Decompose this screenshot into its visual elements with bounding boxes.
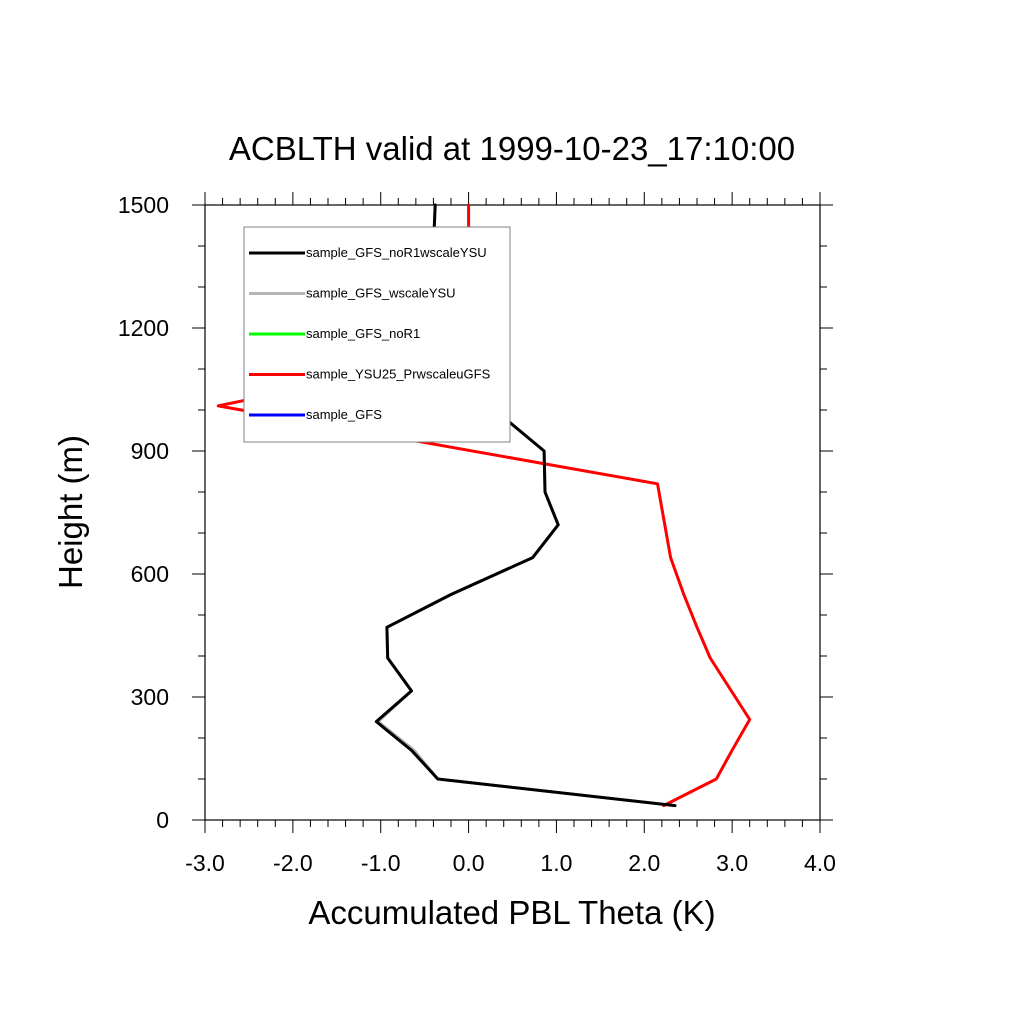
y-tick-label: 900 [131,438,169,464]
plot-border [204,204,821,821]
y-tick-label: 1200 [118,315,169,341]
legend-label: sample_YSU25_PrwscaleuGFS [306,367,491,382]
x-tick-label: 1.0 [540,850,572,876]
x-tick-label: 3.0 [716,850,748,876]
y-tick-label: 0 [156,807,169,833]
x-axis-label: Accumulated PBL Theta (K) [308,894,715,931]
x-tick-label: 2.0 [628,850,660,876]
x-tick-label: -2.0 [273,850,313,876]
x-tick-label: 0.0 [453,850,485,876]
y-tick-label: 300 [131,684,169,710]
x-tick-label: 4.0 [804,850,836,876]
axis-ticks: -3.0 -2.0 -1.0 0.0 1.0 2.0 3.0 4.0 0 300 600 900 120… [118,192,836,876]
legend-label: sample_GFS_noR1wscaleYSU [306,245,487,260]
legend: sample_GFS_noR1wscaleYSU sample_GFS_wscal… [243,226,511,443]
legend-label: sample_GFS_noR1 [306,326,420,341]
x-tick-label: -3.0 [185,850,225,876]
y-tick-label: 1500 [118,192,169,218]
y-axis-label: Height (m) [52,435,89,589]
legend-label: sample_GFS_wscaleYSU [306,286,456,301]
legend-label: sample_GFS [306,407,382,422]
x-tick-label: -1.0 [361,850,401,876]
y-tick-label: 600 [131,561,169,587]
plot-frame [204,204,821,821]
chart-title: ACBLTH valid at 1999-10-23_17:10:00 [229,130,795,167]
